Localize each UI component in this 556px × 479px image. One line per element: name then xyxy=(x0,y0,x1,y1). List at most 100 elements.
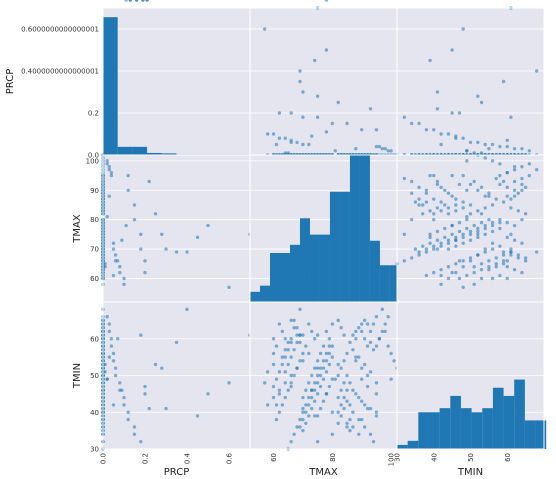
scatter-point xyxy=(354,392,358,396)
scatter-point xyxy=(435,107,440,111)
scatter-point xyxy=(141,0,145,2)
scatter-point xyxy=(424,128,429,132)
scatter-point xyxy=(461,173,465,178)
scatter-point xyxy=(432,244,436,248)
scatter-point xyxy=(126,417,130,422)
scatter-point xyxy=(439,209,443,213)
scatter-point xyxy=(122,276,126,281)
scatter-point xyxy=(439,132,443,136)
scatter-point xyxy=(523,259,528,263)
scatter-point xyxy=(315,115,320,119)
scatter-point xyxy=(318,373,323,378)
scatter-point xyxy=(134,0,139,2)
scatter-point xyxy=(432,247,436,251)
scatter-point xyxy=(132,203,137,207)
scatter-point xyxy=(295,333,299,337)
scatter-point xyxy=(439,267,443,272)
scatter-point xyxy=(468,256,473,260)
scatter-point xyxy=(206,223,210,228)
scatter-point xyxy=(330,322,335,326)
scatter-point xyxy=(265,132,270,136)
scatter-point xyxy=(498,162,502,166)
scatter-point xyxy=(472,282,476,287)
x-tick-label: 40 xyxy=(430,453,438,462)
scatter-point xyxy=(483,194,487,198)
scatter-point xyxy=(383,322,387,326)
scatter-point xyxy=(143,384,147,389)
scatter-point xyxy=(439,282,443,287)
scatter-point xyxy=(111,403,116,407)
scatter-point xyxy=(298,79,302,84)
scatter-point xyxy=(439,185,443,190)
scatter-point xyxy=(374,414,379,418)
scatter-point xyxy=(277,322,282,326)
scatter-point xyxy=(324,351,329,356)
scatter-point xyxy=(132,217,137,222)
scatter-point xyxy=(336,318,340,323)
x-tick-label: 80 xyxy=(329,453,337,462)
scatter-point xyxy=(143,392,147,396)
scatter-point xyxy=(304,388,308,392)
scatter-point xyxy=(360,399,364,403)
scatter-point xyxy=(107,329,112,334)
scatter-point xyxy=(174,340,179,345)
scatter-point xyxy=(432,217,436,222)
x-tick-label: 0.2 xyxy=(142,453,150,464)
scatter-point xyxy=(446,238,451,242)
scatter-point xyxy=(365,373,370,378)
histogram-bar xyxy=(132,146,148,155)
scatter-point xyxy=(271,395,276,400)
scatter-point xyxy=(512,165,517,169)
scatter-point xyxy=(289,355,293,359)
scatter-point xyxy=(428,209,432,213)
scatter-point xyxy=(498,217,502,222)
scatter-point xyxy=(357,417,361,422)
scatter-point xyxy=(357,432,361,436)
scatter-point xyxy=(126,410,130,414)
scatter-point xyxy=(446,265,451,269)
scatter-point xyxy=(520,270,524,275)
scatter-point xyxy=(413,247,418,251)
scatter-point xyxy=(185,307,189,312)
scatter-point xyxy=(315,333,320,337)
scatter-point xyxy=(301,333,305,337)
scatter-point xyxy=(439,273,443,278)
scatter-point xyxy=(505,265,509,269)
scatter-point xyxy=(126,188,130,192)
scatter-point xyxy=(310,373,314,378)
scatter-point xyxy=(512,188,517,192)
scatter-point xyxy=(402,232,407,237)
scatter-point xyxy=(454,197,458,201)
scatter-point xyxy=(315,439,320,444)
scatter-point xyxy=(498,173,502,178)
scatter-point xyxy=(432,197,436,201)
scatter-point xyxy=(487,267,491,272)
x-tick-label: 0.4 xyxy=(184,452,192,464)
scatter-point xyxy=(345,421,349,425)
scatter-point xyxy=(324,48,329,52)
scatter-point xyxy=(534,250,539,254)
scatter-point xyxy=(435,179,440,184)
scatter-point xyxy=(498,273,502,278)
scatter-point xyxy=(339,403,343,407)
scatter-point xyxy=(301,90,305,94)
scatter-point xyxy=(318,406,323,411)
scatter-point xyxy=(354,359,358,363)
scatter-point xyxy=(289,384,293,389)
histogram-bar xyxy=(492,387,504,449)
scatter-point xyxy=(377,144,382,149)
scatter-point xyxy=(368,406,373,411)
histogram-bar xyxy=(397,444,408,449)
scatter-point xyxy=(509,206,513,210)
scatter-point xyxy=(301,395,305,400)
scatter-point xyxy=(277,370,282,374)
scatter-point xyxy=(490,241,495,245)
scatter-point xyxy=(523,256,528,260)
scatter-point xyxy=(206,392,210,396)
scatter-point xyxy=(380,147,384,151)
y-tick-label: 50 xyxy=(90,372,99,380)
scatter-point xyxy=(324,130,329,134)
scatter-point xyxy=(454,244,458,248)
scatter-point xyxy=(512,168,517,172)
histogram-bar xyxy=(103,17,118,155)
